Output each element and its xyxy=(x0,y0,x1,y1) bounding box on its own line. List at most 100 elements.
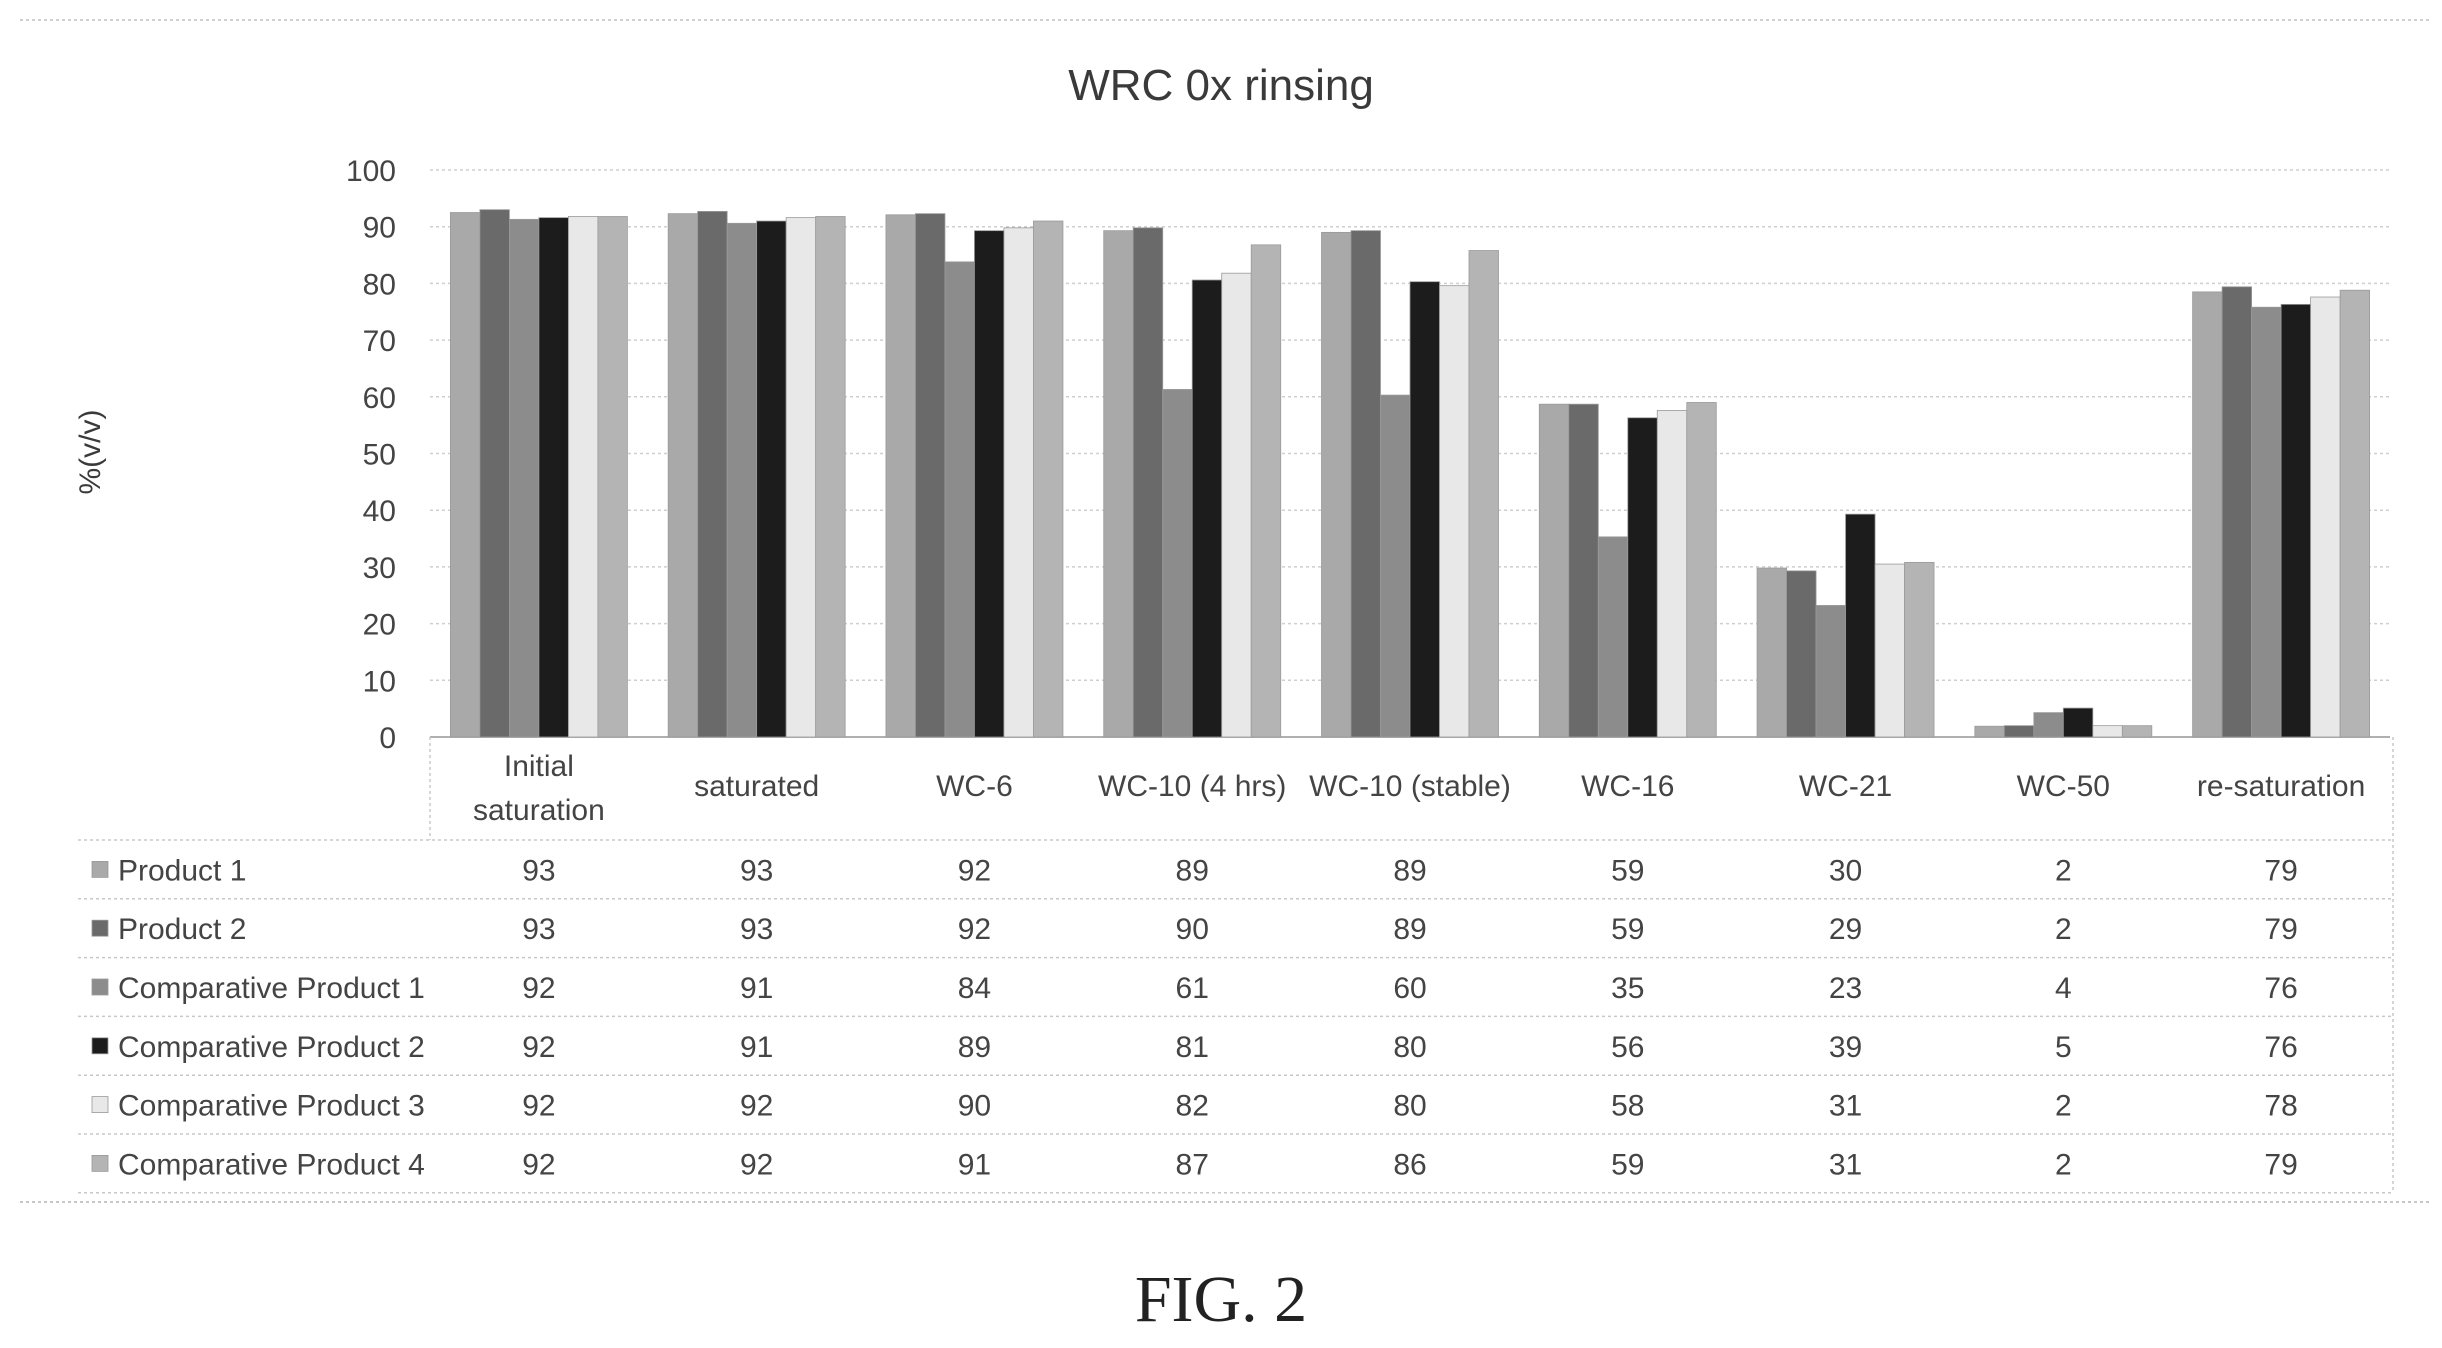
data-label: 89 xyxy=(958,1031,991,1064)
legend-swatch xyxy=(91,861,109,878)
category-label: WC-10 (4 hrs) xyxy=(1098,770,1286,803)
bar-comparative-product-2 xyxy=(756,220,787,738)
data-label: 76 xyxy=(2264,972,2297,1005)
data-label: 31 xyxy=(1829,1148,1862,1181)
data-label: 2 xyxy=(2055,913,2072,946)
bar-comparative-product-3 xyxy=(2092,725,2123,738)
data-label: 93 xyxy=(522,854,555,887)
bars xyxy=(449,209,2371,738)
y-tick-label: 60 xyxy=(363,382,396,415)
data-label: 89 xyxy=(1393,854,1426,887)
bar-comparative-product-1 xyxy=(508,218,540,738)
bar-comparative-product-1 xyxy=(1815,605,1846,738)
category-label: WC-16 xyxy=(1581,770,1674,803)
data-label: 79 xyxy=(2264,854,2297,887)
bar-comparative-product-3 xyxy=(785,217,817,738)
data-label: 59 xyxy=(1611,854,1644,887)
bar-comparative-product-4 xyxy=(1033,220,1064,738)
data-label: 61 xyxy=(1176,972,1209,1005)
bar-comparative-product-2 xyxy=(2280,303,2312,738)
legend-label: Product 1 xyxy=(118,854,246,887)
data-label: 79 xyxy=(2264,1148,2297,1181)
legend-swatch xyxy=(91,1037,109,1055)
data-label: 4 xyxy=(2055,972,2072,1005)
legend-swatch xyxy=(91,978,109,996)
data-label: 35 xyxy=(1611,972,1644,1005)
bar-comparative-product-2 xyxy=(2062,707,2094,738)
data-label: 80 xyxy=(1393,1090,1426,1123)
bar-comparative-product-4 xyxy=(1686,402,1717,738)
data-label: 2 xyxy=(2055,854,2072,887)
legend-swatch xyxy=(91,1155,109,1172)
data-label: 23 xyxy=(1829,972,1862,1005)
bar-comparative-product-2 xyxy=(1627,417,1658,738)
data-label: 86 xyxy=(1393,1148,1426,1181)
bar-comparative-product-2 xyxy=(1191,279,1223,738)
y-tick-label: 90 xyxy=(363,212,396,245)
data-label: 91 xyxy=(740,972,773,1005)
legend-label: Product 2 xyxy=(118,913,246,946)
category-label: saturation xyxy=(473,794,605,827)
bar-comparative-product-2 xyxy=(1409,281,1440,738)
data-label: 39 xyxy=(1829,1031,1862,1064)
data-label: 2 xyxy=(2055,1090,2072,1123)
bar-product-1 xyxy=(1103,230,1134,738)
y-tick-label: 70 xyxy=(363,325,396,358)
bar-comparative-product-3 xyxy=(1656,410,1688,738)
data-label: 93 xyxy=(740,913,773,946)
bar-product-2 xyxy=(1568,403,1599,738)
bar-product-1 xyxy=(449,212,481,738)
bar-product-1 xyxy=(1756,567,1787,738)
data-label: 92 xyxy=(740,1090,773,1123)
data-label: 90 xyxy=(1176,913,1209,946)
bar-product-2 xyxy=(2221,286,2253,738)
data-label: 79 xyxy=(2264,913,2297,946)
y-tick-label: 30 xyxy=(363,552,396,585)
bar-comparative-product-1 xyxy=(1162,389,1193,738)
data-label: 60 xyxy=(1393,972,1426,1005)
bar-product-1 xyxy=(1974,725,2005,738)
bar-product-2 xyxy=(697,210,728,738)
data-label: 78 xyxy=(2264,1090,2297,1123)
data-label: 91 xyxy=(958,1148,991,1181)
legend-label: Comparative Product 2 xyxy=(118,1031,425,1064)
data-label: 92 xyxy=(522,972,555,1005)
figure-caption: FIG. 2 xyxy=(1134,1263,1308,1336)
bar-comparative-product-1 xyxy=(2033,712,2064,738)
chart-title: WRC 0x rinsing xyxy=(1068,61,1374,110)
data-label: 92 xyxy=(522,1031,555,1064)
category-label: saturated xyxy=(694,770,819,803)
bar-comparative-product-1 xyxy=(1380,394,1411,738)
bar-comparative-product-3 xyxy=(1003,227,1034,738)
data-label: 76 xyxy=(2264,1031,2297,1064)
y-tick-label: 0 xyxy=(379,722,396,755)
bar-comparative-product-1 xyxy=(944,261,975,738)
bar-product-1 xyxy=(1538,403,1570,738)
bar-comparative-product-3 xyxy=(1439,285,1470,738)
bar-product-2 xyxy=(479,209,510,738)
data-label: 81 xyxy=(1176,1031,1209,1064)
legend-swatch xyxy=(91,1096,109,1113)
data-label: 56 xyxy=(1611,1031,1644,1064)
category-label: Initial xyxy=(504,750,574,783)
bar-comparative-product-2 xyxy=(974,230,1005,738)
category-label: WC-10 (stable) xyxy=(1309,770,1511,803)
data-label: 90 xyxy=(958,1090,991,1123)
data-label: 92 xyxy=(958,854,991,887)
bar-product-2 xyxy=(1132,227,1164,738)
data-label: 80 xyxy=(1393,1031,1426,1064)
y-tick-label: 40 xyxy=(363,495,396,528)
data-label: 89 xyxy=(1176,854,1209,887)
bar-comparative-product-3 xyxy=(1874,563,1905,738)
category-label: re-saturation xyxy=(2197,770,2365,803)
bar-comparative-product-3 xyxy=(2310,296,2341,738)
y-tick-label: 10 xyxy=(363,665,396,698)
data-label: 92 xyxy=(958,913,991,946)
bar-product-2 xyxy=(915,213,946,738)
bar-product-2 xyxy=(1786,570,1817,738)
bar-comparative-product-2 xyxy=(538,217,569,738)
y-tick-label: 80 xyxy=(363,268,396,301)
data-label: 59 xyxy=(1611,913,1644,946)
data-table: Initial saturation saturated WC-6 WC-10 (4 h… xyxy=(78,737,2394,1194)
